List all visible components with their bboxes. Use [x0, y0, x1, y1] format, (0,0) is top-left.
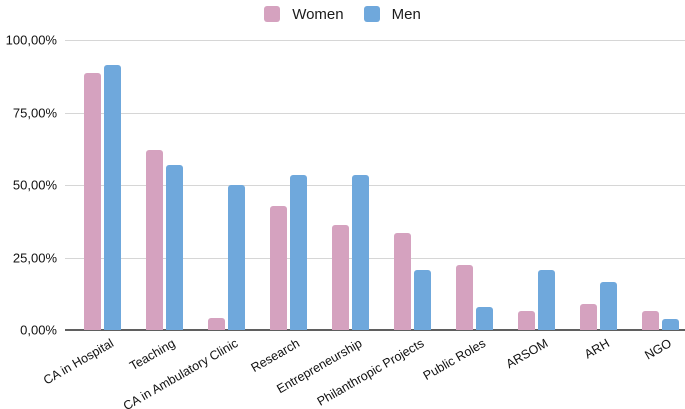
bar-women-entrepreneurship — [332, 225, 349, 330]
x-axis-line — [65, 329, 685, 331]
x-axis-label-arh: ARH — [582, 336, 612, 362]
bar-men-arsom — [538, 269, 555, 330]
y-axis-tick-label: 50,00% — [12, 177, 57, 193]
x-axis-label-ngo: NGO — [642, 336, 674, 363]
y-axis-tick-label: 25,00% — [12, 250, 57, 265]
bar-women-philanthropic-projects — [394, 232, 411, 330]
bar-women-ca-in-ambulatory-clinic — [208, 317, 225, 330]
x-axis-label-philanthropic-projects: Philanthropic Projects — [314, 336, 426, 409]
chart-plot-area — [65, 40, 685, 331]
women-color-swatch — [264, 6, 281, 22]
bar-men-philanthropic-projects — [414, 269, 431, 330]
x-axis-label-ca-in-ambulatory-clinic: CA in Ambulatory Clinic — [120, 336, 240, 409]
gridline-25pct — [65, 257, 685, 259]
legend-label-women: Women — [292, 5, 344, 23]
x-axis-label-arsom: ARSOM — [503, 336, 550, 372]
bar-men-public-roles — [476, 306, 493, 330]
y-axis-tick-label: 100,00% — [5, 32, 57, 48]
bar-women-arh — [580, 304, 597, 330]
gridline-50pct — [65, 185, 685, 186]
gridline-100pct — [65, 40, 685, 41]
x-axis-label-teaching: Teaching — [127, 336, 178, 374]
chart-legend: Women Men — [0, 4, 685, 24]
bar-men-entrepreneurship — [352, 174, 369, 330]
bar-women-teaching — [146, 150, 163, 330]
x-axis-label-research: Research — [248, 336, 302, 376]
bar-women-research — [270, 205, 287, 330]
bar-women-ngo — [642, 311, 659, 330]
bar-women-arsom — [518, 311, 535, 330]
bar-women-ca-in-hospital — [84, 73, 101, 330]
men-color-swatch — [363, 6, 380, 22]
bar-men-teaching — [166, 164, 183, 330]
bar-men-ngo — [662, 318, 679, 330]
bar-men-arh — [600, 282, 617, 330]
bar-men-ca-in-hospital — [104, 64, 121, 330]
bar-women-public-roles — [456, 265, 473, 330]
bar-men-research — [290, 174, 307, 330]
legend-label-men: Men — [391, 5, 421, 23]
x-axis-label-public-roles: Public Roles — [420, 336, 488, 384]
y-axis-tick-label: 75,00% — [12, 105, 57, 120]
x-axis-label-ca-in-hospital: CA in Hospital — [41, 336, 116, 388]
legend-item-men: Men — [363, 5, 421, 23]
y-axis-tick-label: 0,00% — [20, 322, 57, 338]
gridline-75pct — [65, 112, 685, 114]
legend-item-women: Women — [264, 5, 344, 23]
bar-men-ca-in-ambulatory-clinic — [228, 185, 245, 330]
